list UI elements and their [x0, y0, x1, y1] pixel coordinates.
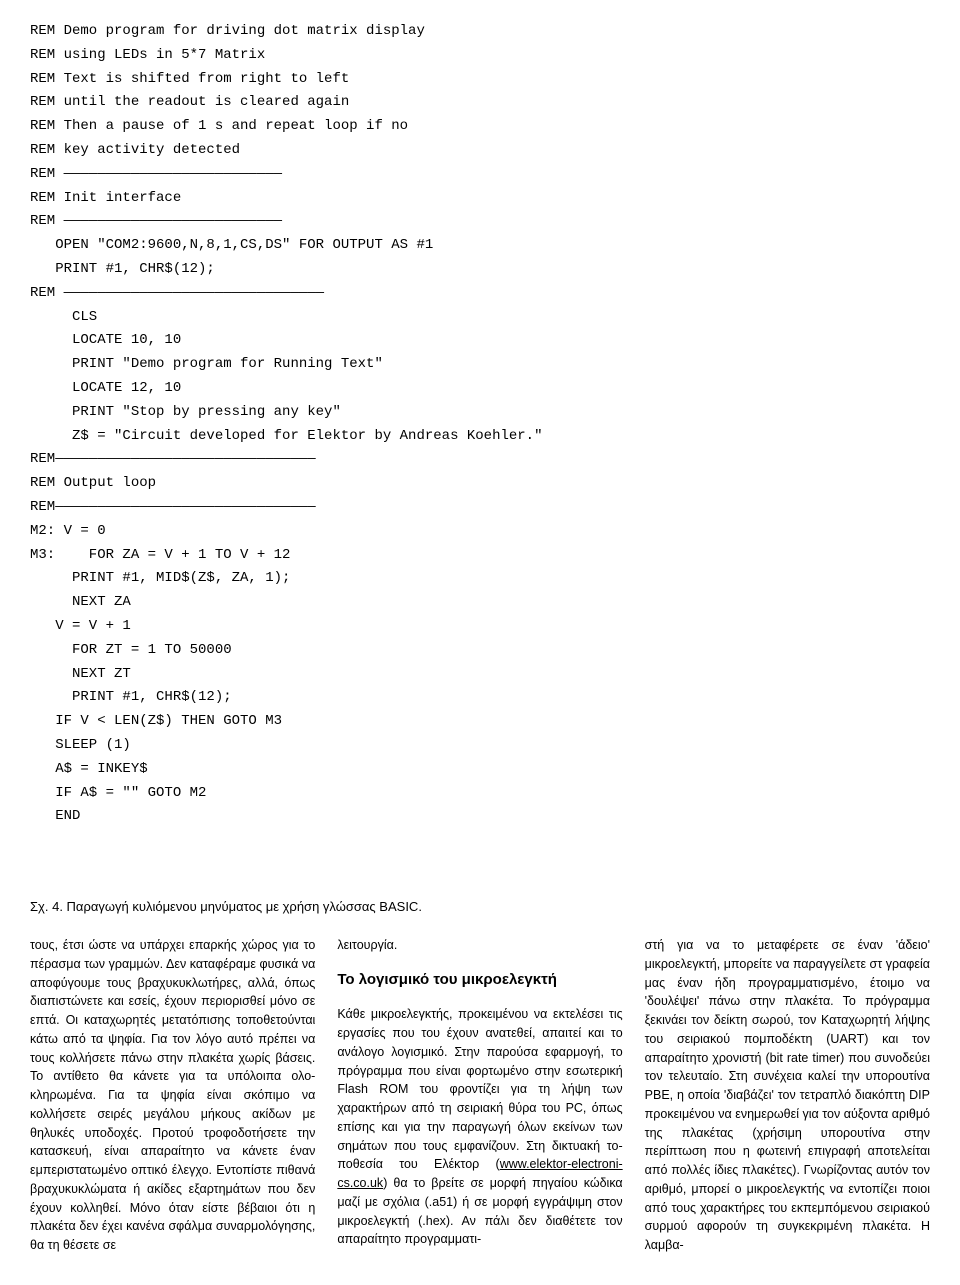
column-1: τους, έτσι ώστε να υπάρχει επαρκής χώρος… [30, 936, 315, 1255]
col3-text: στή για να το μεταφέρετε σε έναν 'άδειο'… [645, 936, 930, 1255]
col2-p2: Κάθε μικροελεγκτής, προκειμένου να εκτε­… [337, 1005, 622, 1249]
col2-heading: Το λογισμικό του μικροελεγκτή [337, 969, 622, 992]
col1-text: τους, έτσι ώστε να υπάρχει επαρκής χώρος… [30, 936, 315, 1255]
column-3: στή για να το μεταφέρετε σε έναν 'άδειο'… [645, 936, 930, 1255]
figure-caption: Σχ. 4. Παραγωγή κυλιόμενου μηνύματος με … [30, 899, 930, 914]
col2-p2a: Κάθε μικροελεγκτής, προκειμένου να εκτε­… [337, 1007, 622, 1171]
article-columns: τους, έτσι ώστε να υπάρχει επαρκής χώρος… [30, 936, 930, 1255]
code-listing: REM Demo program for driving dot matrix … [30, 20, 930, 829]
col2-p1: λειτουργία. [337, 936, 622, 955]
column-2: λειτουργία. Το λογισμικό του μικροελεγκτ… [337, 936, 622, 1255]
